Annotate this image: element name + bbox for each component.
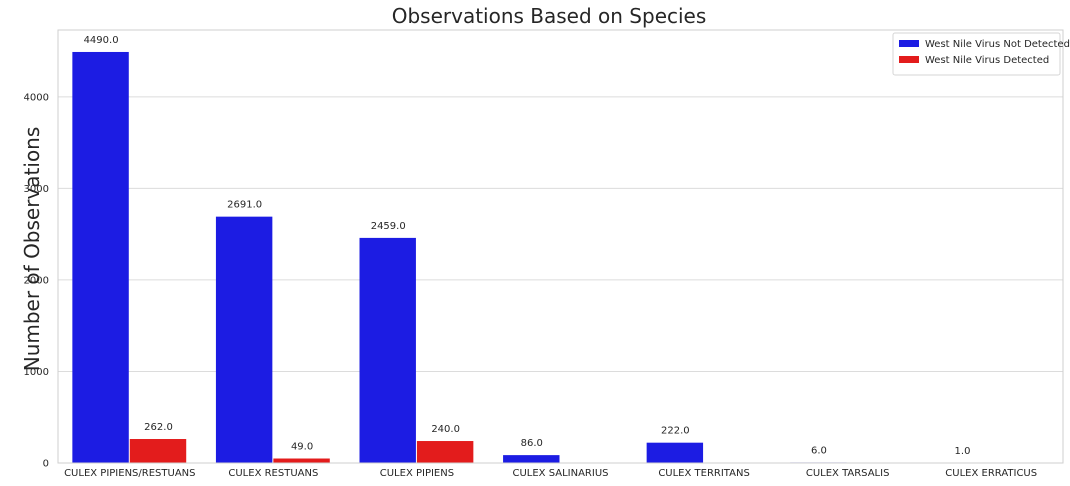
data-labels: 4490.0 2691.0 2459.0 86.0 222.0 6.0 1.0 262.0 49… <box>84 35 971 457</box>
legend-swatch <box>899 56 919 63</box>
legend-box <box>892 32 1061 76</box>
x-tick-label: CULEX SALINARIUS <box>512 468 608 479</box>
y-ticks: 0 1000 2000 3000 4000 <box>24 92 49 469</box>
x-tick-label: CULEX TARSALIS <box>806 468 890 479</box>
bar <box>273 458 330 463</box>
data-label: 262.0 <box>144 422 173 433</box>
y-tick-label: 3000 <box>24 184 49 195</box>
bar <box>503 455 560 463</box>
y-axis-label: Number of Observations <box>20 127 44 372</box>
x-tick-label: CULEX RESTUANS <box>228 468 318 479</box>
legend-label: West Nile Virus Detected <box>925 55 1049 66</box>
data-label: 1.0 <box>955 446 971 457</box>
bars <box>72 51 991 464</box>
data-label: 222.0 <box>661 426 690 437</box>
chart-title: Observations Based on Species <box>392 4 707 28</box>
data-label: 240.0 <box>431 424 460 435</box>
y-tick-label: 4000 <box>24 92 49 103</box>
bar <box>416 441 474 463</box>
gridlines <box>58 96 1063 464</box>
y-tick-label: 2000 <box>24 275 49 286</box>
legend-label: West Nile Virus Not Detected <box>925 39 1070 50</box>
x-ticks: CULEX PIPIENS/RESTUANS CULEX RESTUANS CULE… <box>64 468 1037 479</box>
y-tick-label: 0 <box>43 459 49 470</box>
x-tick-label: CULEX TERRITANS <box>658 468 750 479</box>
data-label: 86.0 <box>521 438 543 449</box>
data-label: 49.0 <box>291 442 313 453</box>
data-label: 2691.0 <box>227 200 262 211</box>
data-label: 4490.0 <box>84 35 119 46</box>
bar <box>129 439 187 463</box>
y-tick-label: 1000 <box>24 367 49 378</box>
x-tick-label: CULEX ERRATICUS <box>945 468 1037 479</box>
bar <box>72 51 129 464</box>
bar <box>215 216 273 463</box>
bar <box>359 237 416 463</box>
x-tick-label: CULEX PIPIENS <box>380 468 454 479</box>
legend-swatch <box>899 40 919 47</box>
legend: West Nile Virus Not Detected West Nile Vi… <box>892 32 1070 76</box>
data-label: 2459.0 <box>371 221 406 232</box>
plot-frame <box>57 29 1064 464</box>
bar <box>646 442 704 463</box>
data-label: 6.0 <box>811 445 827 456</box>
x-tick-label: CULEX PIPIENS/RESTUANS <box>64 468 195 479</box>
